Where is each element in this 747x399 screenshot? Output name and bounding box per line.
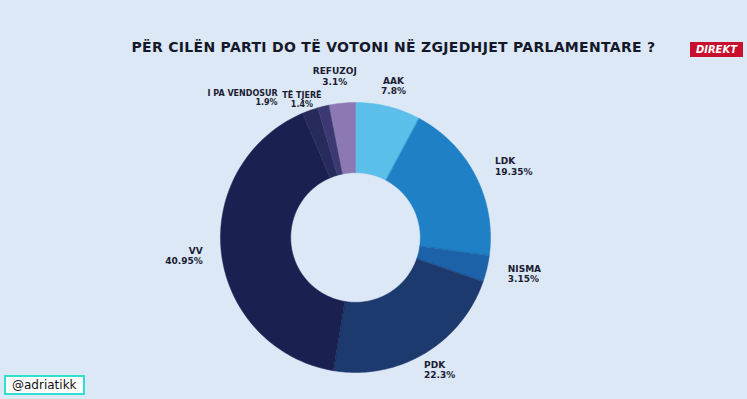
html-text:PËR CILËN PARTI DO TË VOTONI N: PËR CILËN PARTI DO TË VOTONI NË ZGJEDHJE…: [131, 39, 656, 55]
svg-text:TË TJERË1.4%: TË TJERË1.4%: [282, 90, 321, 109]
html-text:DIREKT: DIREKT: [695, 44, 737, 55]
svg-text:LDK19.35%: LDK19.35%: [495, 156, 533, 176]
svg-text:NISMA3.15%: NISMA3.15%: [508, 264, 541, 284]
svg-text:I PA VENDOSUR1.9%: I PA VENDOSUR1.9%: [208, 89, 278, 107]
svg-text:REFUZOJ3.1%: REFUZOJ3.1%: [313, 66, 357, 86]
svg-text:PDK22.3%: PDK22.3%: [424, 360, 455, 380]
html-text:@adriatikk: @adriatikk: [12, 378, 77, 392]
svg-text:VV40.95%: VV40.95%: [165, 246, 203, 266]
svg-text:AAK7.8%: AAK7.8%: [381, 76, 406, 96]
